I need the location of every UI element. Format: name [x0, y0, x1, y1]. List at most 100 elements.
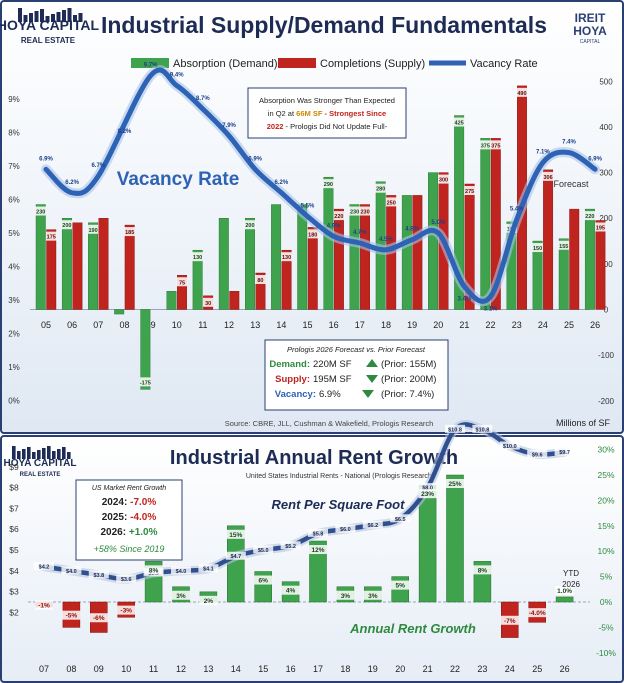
- bar-label-absorption: 230: [36, 210, 45, 216]
- rent-label-bg: [88, 570, 109, 579]
- rent-label-bg: [527, 449, 548, 458]
- vacancy-line: [43, 67, 598, 304]
- growth-label-bg: [363, 590, 382, 600]
- growth-bar-label: -3%: [120, 608, 132, 615]
- bar-label-bg: [46, 231, 57, 241]
- growth-label-bg: [309, 545, 327, 555]
- bar-label-completions: 275: [465, 189, 474, 195]
- bar-label-bg: [255, 274, 266, 284]
- bar-label-completions: 306: [544, 175, 553, 181]
- rent-label-bg: [308, 528, 328, 537]
- growth-label-bg: [336, 590, 355, 600]
- bar-label-bg: [87, 224, 99, 234]
- bar-label-completions: 195: [596, 226, 605, 232]
- vacancy-point-label: 7.9%: [222, 123, 236, 129]
- x-axis-tick-2: 19: [368, 664, 378, 674]
- bar-completions-14: [281, 249, 292, 310]
- brand-right-line1: IREIT: [575, 11, 606, 25]
- left-axis-tick: 2%: [8, 330, 20, 339]
- rent-label-bg: [198, 564, 219, 573]
- bar-label-bg: [532, 243, 543, 253]
- rent-label-bg: [171, 566, 191, 575]
- summary-row-2024-part-1: -7.0%: [130, 497, 156, 508]
- x-axis-tick: 09: [146, 320, 156, 330]
- rent-label-bg: [472, 424, 493, 433]
- forecast-vacancy-prior: (Prior: 7.4%): [381, 389, 434, 400]
- brand-right-line2: HOYA: [573, 24, 607, 38]
- vacancy-point-label: 8.7%: [196, 96, 210, 102]
- forecast-supply-prior: (Prior: 200M): [381, 374, 436, 385]
- bar-absorption-10: [166, 291, 177, 310]
- bar-completions-22: [490, 138, 501, 310]
- brand-skyline-bar: [47, 446, 51, 459]
- vacancy-point-label: 4.9%: [327, 223, 341, 229]
- bar-absorption-12: [218, 218, 229, 310]
- bar-absorption-08: [114, 309, 125, 315]
- x-axis-tick: 05: [41, 320, 51, 330]
- x-axis-tick: 10: [172, 320, 182, 330]
- brand-skyline-bar: [78, 13, 83, 22]
- summary-row-2024-part-0: 2024:: [102, 497, 130, 508]
- left-axis-tick-2: $2: [9, 607, 19, 617]
- brand-skyline-bar: [62, 10, 66, 22]
- bar-completions-10: [177, 275, 187, 310]
- right-axis-tick: 400: [599, 123, 613, 132]
- rent-chart-title: Industrial Annual Rent Growth: [170, 447, 458, 469]
- note-line-3: 2022 - Prologis Did Not Update Full-: [267, 122, 388, 131]
- bar-label-bg: [464, 185, 475, 195]
- bar-absorption-20: [428, 172, 438, 310]
- x-axis-tick-2: 07: [39, 664, 49, 674]
- growth-label-bg: [281, 585, 300, 595]
- bar-absorption-21: [454, 115, 465, 310]
- right-axis-tick-2: 10%: [597, 546, 614, 556]
- bar-label-completions: 375: [491, 143, 500, 149]
- vacancy-rate-annotation: Vacancy Rate: [117, 169, 240, 190]
- brand-skyline-bar: [34, 11, 39, 22]
- left-axis-tick-2: $4: [9, 566, 19, 576]
- rent-label-bg: [225, 551, 246, 560]
- x-axis-tick-2: 23: [477, 664, 487, 674]
- left-axis-tick: 3%: [8, 296, 20, 305]
- bar-label-completions: 175: [47, 235, 56, 241]
- brand-skyline-bar: [17, 451, 21, 459]
- forecast-box-title: Prologis 2026 Forecast vs. Prior Forecas…: [287, 345, 426, 354]
- left-axis-tick-2: $9: [9, 462, 19, 472]
- x-axis-tick-2: 15: [258, 664, 268, 674]
- growth-bar-label: 2%: [204, 598, 214, 605]
- bar-completions-06: [72, 222, 83, 310]
- bar-label-completions: 230: [360, 210, 369, 216]
- x-axis-tick: 22: [486, 320, 496, 330]
- bar-label-bg: [584, 211, 596, 221]
- x-axis-tick: 17: [355, 320, 365, 330]
- right-axis-tick: 500: [599, 77, 613, 86]
- x-axis-tick-2: 26: [560, 664, 570, 674]
- forecast-down-arrow-icon: [362, 390, 374, 398]
- bar-label-bg: [61, 220, 73, 230]
- growth-label-bg: [446, 479, 464, 488]
- legend-label-absorption: Absorption (Demand): [173, 58, 278, 70]
- rent-point-label: $4.0: [66, 569, 77, 575]
- forecast-supply-label: Supply:: [275, 374, 310, 385]
- left-axis-tick: 5%: [8, 229, 20, 238]
- rent-point-label: $10.8: [448, 427, 462, 433]
- summary-title: US Market Rent Growth: [92, 485, 166, 492]
- bar-label-bg: [124, 227, 135, 237]
- bar-completions-26: [595, 220, 606, 310]
- rent-chart-subtitle: United States Industrial Rents - Nationa…: [246, 473, 434, 480]
- bar-completions-21: [464, 183, 475, 310]
- rent-point-label: $6.0: [340, 527, 351, 533]
- bar-completions-16: [333, 208, 344, 310]
- bar-label-absorption: 290: [324, 182, 333, 188]
- bar-completions-05: [46, 229, 57, 310]
- brand-skyline-bar: [62, 447, 66, 459]
- rent-point-label: $4.2: [39, 565, 50, 571]
- brand-skyline-bar: [18, 8, 22, 22]
- left-axis-tick: 8%: [8, 129, 20, 138]
- x-axis-tick-2: 08: [66, 664, 76, 674]
- summary-since-2019: +58% Since 2019: [94, 544, 165, 554]
- growth-label-bg: [555, 585, 574, 595]
- rent-label-bg: [554, 447, 575, 456]
- vacancy-point-label: 5.4%: [510, 207, 524, 213]
- right-axis-tick-2: 15%: [597, 521, 614, 531]
